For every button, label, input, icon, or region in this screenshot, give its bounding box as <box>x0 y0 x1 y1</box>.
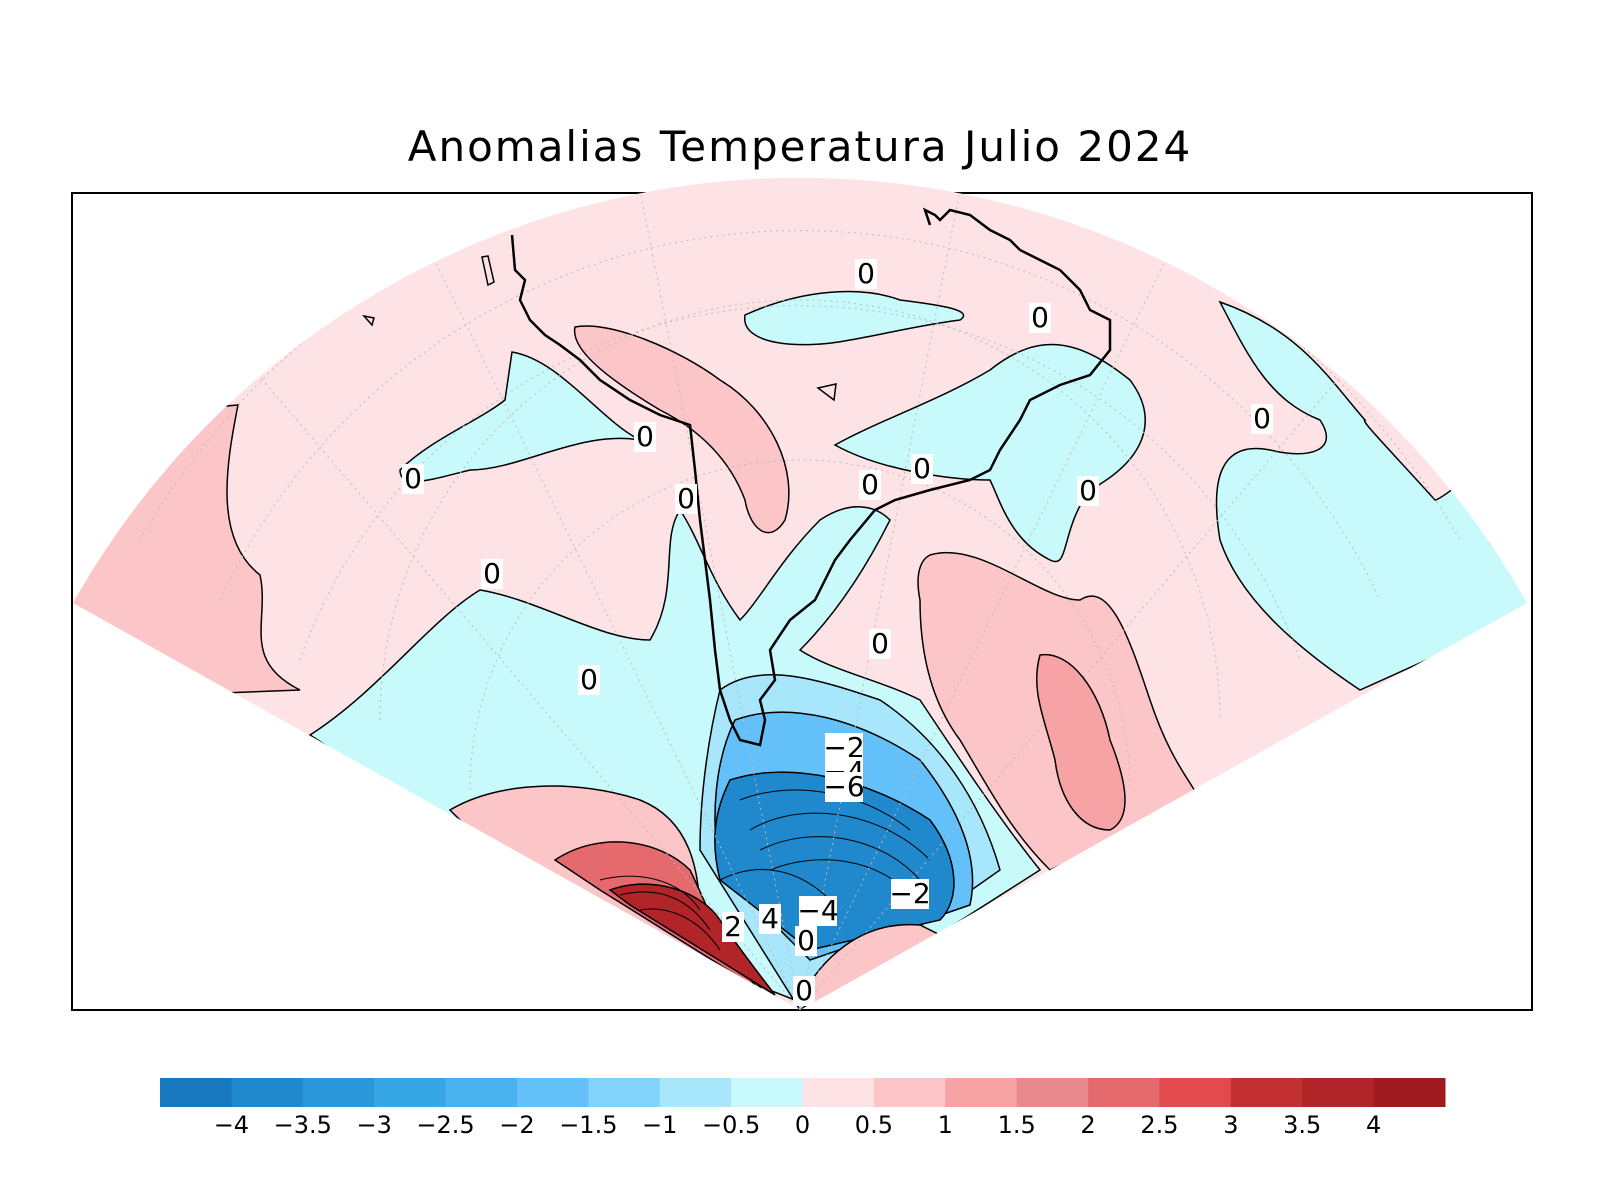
contour-label: 4 <box>761 902 779 935</box>
colorbar-tick-label: 0.5 <box>855 1111 893 1139</box>
region-far-east-cool <box>1215 300 1527 691</box>
contour-label: 0 <box>580 663 598 696</box>
colorbar-swatches <box>160 1078 1446 1107</box>
contour-label: 0 <box>404 462 422 495</box>
colorbar-swatch <box>302 1078 375 1107</box>
colorbar-swatch <box>873 1078 946 1107</box>
contour-label-bg <box>859 470 881 500</box>
colorbar-swatch <box>731 1078 803 1107</box>
colorbar-tick-label: −2.5 <box>416 1111 474 1139</box>
colorbar-swatch <box>1016 1078 1089 1107</box>
contour-label: 0 <box>1079 474 1097 507</box>
colorbar-swatch <box>1088 1078 1160 1107</box>
colorbar-swatch <box>516 1078 589 1107</box>
contour-label-bg <box>634 422 656 452</box>
colorbar-tick-label: 3.5 <box>1283 1111 1321 1139</box>
contour-label-bg <box>1077 476 1099 506</box>
contour-label: −2 <box>889 877 930 910</box>
region-southwest-hottest <box>608 883 776 996</box>
region-east-cool <box>833 343 1146 563</box>
contour-label-bg <box>402 464 424 494</box>
contour-label-bg <box>481 559 503 589</box>
contour-label-bg <box>759 904 781 934</box>
contour-label: 0 <box>483 557 501 590</box>
contour-label-bg <box>1029 303 1051 333</box>
contour-label-bg <box>855 259 877 289</box>
colorbar-tick-label: −1.5 <box>559 1111 617 1139</box>
contour-label: −6 <box>823 770 864 803</box>
island-outline <box>481 255 495 287</box>
contour-label-bg <box>793 976 815 1006</box>
contour-label: 0 <box>677 482 695 515</box>
contour-label: 0 <box>636 420 654 453</box>
colorbar-swatch <box>1302 1078 1375 1107</box>
colorbar-tick-label: −1 <box>642 1111 677 1139</box>
colorbar-tick-label: 2.5 <box>1140 1111 1178 1139</box>
colorbar-tick-label: 4 <box>1366 1111 1381 1139</box>
colorbar-swatch <box>588 1078 661 1107</box>
contour-label-bg <box>722 912 744 942</box>
colorbar-ticks: −4 −3.5 −3 −2.5 −2 −1.5 −1 −0.5 0 0.5 1 1.5 2 2.5 3 3.5… <box>214 1111 1382 1139</box>
contour-label: 0 <box>857 257 875 290</box>
contour-label-bg <box>799 896 837 926</box>
colorbar-tick-label: 3 <box>1223 1111 1238 1139</box>
colorbar-tick-label: 1 <box>938 1111 953 1139</box>
contour-label-bg <box>869 629 891 659</box>
colorbar-tick-label: −3 <box>356 1111 391 1139</box>
contour-label: 2 <box>724 910 742 943</box>
contour-label: 0 <box>797 924 815 957</box>
colorbar-tick-label: 2 <box>1080 1111 1095 1139</box>
colorbar-tick-label: 1.5 <box>998 1111 1036 1139</box>
contour-label: 0 <box>1253 402 1271 435</box>
contour-label-bg <box>675 484 697 514</box>
colorbar-tick-label: −3.5 <box>274 1111 332 1139</box>
colorbar-swatch <box>160 1078 232 1107</box>
colorbar-swatch <box>1230 1078 1303 1107</box>
region-north-cool <box>399 351 641 483</box>
colorbar-swatch <box>945 1078 1018 1107</box>
contour-label: 0 <box>871 627 889 660</box>
contour-label-bg <box>1251 404 1273 434</box>
colorbar-swatch <box>1373 1078 1446 1107</box>
contour-label: 0 <box>795 974 813 1007</box>
colorbar-tick-label: −0.5 <box>702 1111 760 1139</box>
colorbar-swatch <box>231 1078 304 1107</box>
colorbar-swatch <box>374 1078 447 1107</box>
contour-label: −4 <box>797 894 838 927</box>
contour-label-bg <box>795 926 817 956</box>
coastline <box>510 207 1112 747</box>
contour-label-bg <box>578 665 600 695</box>
islet-outline <box>361 314 375 327</box>
region-andes-warm <box>573 325 790 534</box>
contour-label-bg <box>911 454 933 484</box>
contour-label: 0 <box>913 452 931 485</box>
contour-label: 0 <box>861 468 879 501</box>
region-southeast-warmer <box>1036 653 1126 831</box>
region-upper-cool <box>744 290 965 346</box>
colorbar-tick-label: −2 <box>499 1111 534 1139</box>
contour-label-bg <box>891 879 929 909</box>
colorbar-tick-label: 0 <box>795 1111 810 1139</box>
contour-label-bg <box>825 772 863 802</box>
colorbar-tick-label: −4 <box>214 1111 249 1139</box>
island-outline-small <box>816 383 837 402</box>
anomaly-field <box>73 177 1527 1010</box>
colorbar-swatch <box>802 1078 875 1107</box>
contour-label: 0 <box>1031 301 1049 334</box>
colorbar-swatch <box>1159 1078 1232 1107</box>
colorbar-swatch <box>659 1078 732 1107</box>
map-title: Anomalias Temperatura Julio 2024 <box>407 122 1193 171</box>
colorbar-swatch <box>445 1078 518 1107</box>
contour-lines <box>599 789 931 951</box>
